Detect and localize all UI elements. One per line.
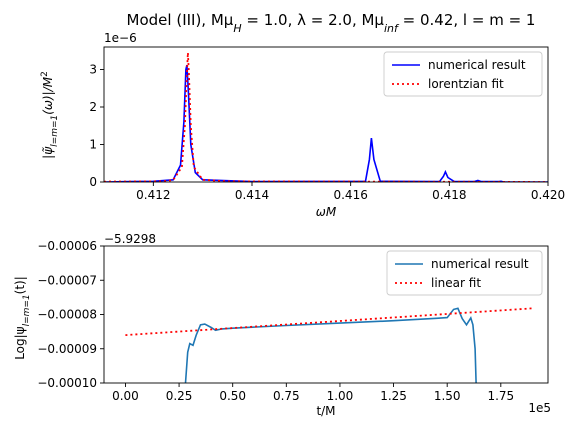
y-tick-label: −0.00008	[37, 308, 97, 322]
figure-title: Model (III), MμH = 1.0, λ = 2.0, Mμinf =…	[127, 11, 536, 35]
x-axis-multiplier: 1e5	[528, 401, 551, 415]
y-tick-label: −0.00006	[37, 239, 97, 253]
series-line-fit	[125, 307, 534, 336]
x-tick-label: 0.25	[166, 389, 193, 403]
y-axis-label: |ψ̃l=m=1(ω)|/M2	[40, 71, 60, 159]
y-tick-label: −0.00007	[37, 273, 97, 287]
series-line-numerical	[184, 307, 477, 383]
y-tick-label: 0	[89, 175, 97, 189]
spectrum-panel: 1e−6 |ψ̃l=m=1(ω)|/M2 ωM 0.412 0.414 0.416 0…	[40, 31, 565, 219]
y-tick-label: −0.00009	[37, 342, 97, 356]
y-axis-multiplier: 1e−6	[104, 31, 137, 45]
y-axis-offset: −5.9298	[104, 232, 156, 246]
y-axis-label: Log|ψl=m=1(t)|	[13, 276, 32, 360]
legend-box	[386, 250, 543, 296]
x-tick-label: 0.416	[333, 188, 367, 202]
x-tick-label: 1.75	[487, 389, 514, 403]
plot-frame	[103, 46, 549, 183]
legend-label: linear fit	[431, 276, 481, 290]
legend: numerical result linear fit	[386, 250, 543, 296]
x-tick-label: 0.418	[432, 188, 466, 202]
x-tick-label: 0.414	[235, 188, 269, 202]
y-tick-label: 1	[89, 138, 97, 152]
x-tick-label: 0.75	[273, 389, 300, 403]
x-tick-label: 1.50	[434, 389, 461, 403]
legend-label: numerical result	[431, 257, 529, 271]
x-tick-label: 0.00	[112, 389, 139, 403]
x-tick-label: 0.420	[531, 188, 565, 202]
x-axis-label: ωM	[316, 205, 337, 219]
legend: numerical result lorentzian fit	[383, 51, 543, 97]
x-tick-label: 1.00	[327, 389, 354, 403]
series-line-numerical	[104, 64, 548, 182]
legend-box	[383, 51, 543, 97]
y-tick-label: 3	[89, 63, 97, 77]
x-tick-label: 1.25	[380, 389, 407, 403]
y-tick-label: 2	[89, 100, 97, 114]
legend-label: numerical result	[428, 58, 526, 72]
y-tick-label: −0.00010	[37, 376, 97, 390]
legend-label: lorentzian fit	[428, 77, 504, 91]
x-axis-label: t/M	[316, 404, 335, 418]
x-tick-label: 0.412	[136, 188, 170, 202]
time-domain-panel: −5.9298 1e5 Log|ψl=m=1(t)| t/M 0.00 0.25 0…	[13, 232, 551, 418]
x-tick-label: 0.50	[219, 389, 246, 403]
